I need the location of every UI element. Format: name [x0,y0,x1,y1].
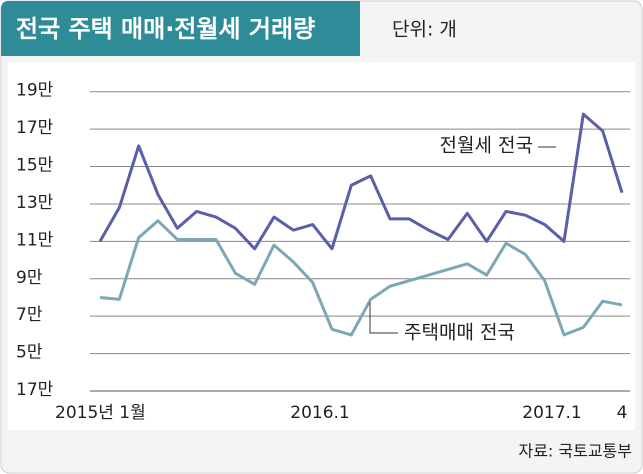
y-tick-label: 17만 [16,380,54,400]
y-tick-label: 11만 [16,230,54,250]
y-tick-label: 15만 [16,156,54,176]
y-tick-label: 19만 [16,81,54,101]
y-tick-label: 13만 [16,193,54,213]
series-line [98,112,624,251]
unit-label: 단위: 개 [392,19,457,41]
chart-title: 전국 주택 매매·전월세 거래량 [16,15,315,43]
y-tick-label: 5만 [16,343,43,363]
x-tick-label: 4 [617,403,628,423]
title-box [1,1,360,56]
plot-area [8,62,635,430]
y-tick-label: 17만 [16,118,54,138]
x-tick-label: 2015년 1월 [55,403,146,423]
source: 자료: 국토교통부 [518,442,632,461]
series-line [99,219,623,337]
leader-line [369,302,398,334]
series-label: 주택매매 전국 [404,322,515,344]
series-label: 전월세 전국 [440,135,533,157]
x-tick-label: 2016.1 [290,403,349,423]
x-tick-label: 2017.1 [522,403,581,423]
y-tick-label: 7만 [16,305,43,325]
y-tick-label: 9만 [16,268,43,288]
